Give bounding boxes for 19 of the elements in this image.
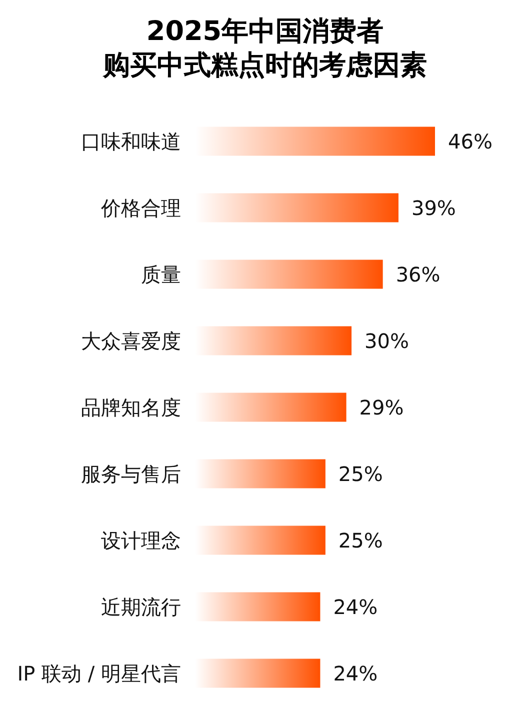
data-label: 30%	[364, 328, 409, 353]
y-tick-label: 近期流行	[101, 594, 181, 619]
y-tick-label: 品牌知名度	[81, 395, 181, 420]
y-tick-label: 口味和味道	[81, 129, 181, 154]
data-label: 25%	[338, 462, 383, 486]
y-tick-label: 服务与售后	[81, 462, 181, 486]
data-label: 46%	[448, 129, 492, 154]
data-label: 29%	[359, 395, 404, 420]
data-label: 39%	[411, 196, 456, 220]
y-tick-label: 价格合理	[100, 196, 181, 220]
y-tick-label: 质量	[141, 262, 181, 286]
y-tick-label: 设计理念	[101, 528, 181, 552]
data-label: 24%	[333, 594, 378, 619]
data-label: 24%	[333, 661, 378, 686]
data-label: 36%	[396, 262, 440, 286]
data-label: 25%	[338, 528, 383, 552]
y-tick-label: IP 联动 / 明星代言	[17, 661, 181, 686]
y-tick-label: 大众喜爱度	[81, 328, 181, 353]
chart-title: 2025年中国消费者购买中式糕点时的考虑因素	[102, 16, 427, 81]
